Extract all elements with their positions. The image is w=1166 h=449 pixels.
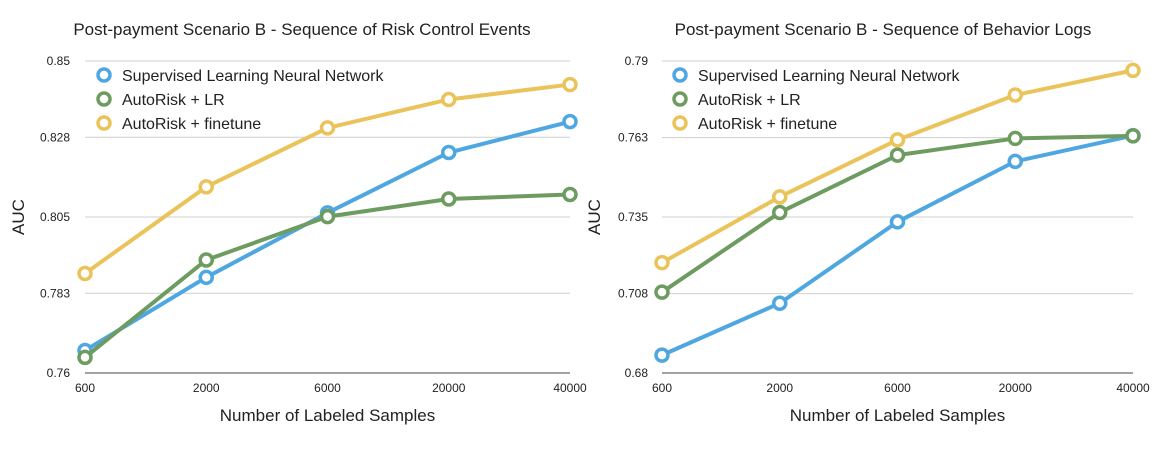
data-point-autorisk_lr xyxy=(562,186,578,203)
data-point-autorisk_finetune xyxy=(889,132,906,148)
y-tick-label: 0.783 xyxy=(40,286,70,300)
x-tick-label: 6000 xyxy=(314,381,341,395)
x-tick-label: 6000 xyxy=(884,381,911,395)
legend-marker-autorisk_lr xyxy=(96,91,112,107)
chart-panel-2: Post-payment Scenario B - Sequence of Be… xyxy=(585,20,1150,425)
y-axis-label: AUC xyxy=(585,199,604,235)
y-tick-label: 0.763 xyxy=(618,131,648,145)
y-axis-label: AUC xyxy=(9,199,28,235)
legend-entry-supervised: Supervised Learning Neural Network xyxy=(122,68,384,85)
y-tick-label: 0.708 xyxy=(618,287,648,301)
data-point-autorisk_lr xyxy=(319,208,336,225)
data-point-autorisk_lr xyxy=(654,284,670,300)
chart-title: Post-payment Scenario B - Sequence of Ri… xyxy=(73,20,530,39)
data-point-supervised xyxy=(562,113,578,130)
x-tick-label: 40000 xyxy=(553,381,587,395)
legend-marker-autorisk_lr xyxy=(672,91,688,107)
y-tick-label: 0.76 xyxy=(47,366,71,380)
data-point-autorisk_lr xyxy=(198,252,214,268)
legend-marker-supervised xyxy=(672,67,688,83)
data-point-autorisk_finetune xyxy=(562,76,578,93)
legend-entry-autorisk_finetune: AutoRisk + finetune xyxy=(698,116,837,133)
series-line-autorisk_finetune xyxy=(83,82,572,276)
data-point-supervised xyxy=(889,214,906,230)
legend-entry-autorisk_lr: AutoRisk + LR xyxy=(698,92,801,109)
legend-marker-supervised xyxy=(96,67,112,83)
data-point-autorisk_finetune xyxy=(1125,62,1141,79)
data-point-autorisk_finetune xyxy=(319,120,336,136)
chart-title: Post-payment Scenario B - Sequence of Be… xyxy=(675,20,1092,39)
x-tick-label: 600 xyxy=(75,381,95,395)
data-point-supervised xyxy=(441,144,457,161)
data-point-autorisk_lr xyxy=(441,191,457,207)
x-tick-label: 600 xyxy=(652,381,672,395)
legend-marker-autorisk_finetune xyxy=(96,115,112,131)
y-tick-label: 0.735 xyxy=(618,210,648,224)
legend: Supervised Learning Neural Network AutoRi… xyxy=(96,67,384,133)
data-point-autorisk_finetune xyxy=(441,91,457,108)
x-tick-label: 20000 xyxy=(432,381,466,395)
chart-panel-1: Post-payment Scenario B - Sequence of Ri… xyxy=(9,20,587,425)
y-tick-label: 0.68 xyxy=(625,366,649,380)
data-point-autorisk_lr xyxy=(1125,128,1141,144)
y-tick-label: 0.805 xyxy=(40,210,70,224)
data-point-autorisk_lr xyxy=(772,204,788,221)
legend-entry-supervised: Supervised Learning Neural Network xyxy=(698,68,960,85)
data-point-autorisk_finetune xyxy=(654,254,670,271)
series-line-supervised xyxy=(83,119,572,353)
y-tick-label: 0.79 xyxy=(625,54,649,68)
x-tick-label: 2000 xyxy=(193,381,220,395)
x-tick-label: 40000 xyxy=(1116,381,1150,395)
data-point-autorisk_lr xyxy=(889,147,906,163)
data-point-supervised xyxy=(772,295,788,311)
x-tick-label: 20000 xyxy=(999,381,1033,395)
data-point-supervised xyxy=(654,347,670,363)
data-point-autorisk_finetune xyxy=(1007,87,1023,103)
legend-entry-autorisk_lr: AutoRisk + LR xyxy=(122,92,225,109)
x-axis-label: Number of Labeled Samples xyxy=(220,406,435,425)
data-point-autorisk_finetune xyxy=(772,189,788,205)
data-point-autorisk_lr xyxy=(77,349,93,366)
legend-marker-autorisk_finetune xyxy=(672,115,688,131)
x-tick-label: 2000 xyxy=(766,381,793,395)
data-point-supervised xyxy=(1007,153,1023,170)
legend-entry-autorisk_finetune: AutoRisk + finetune xyxy=(122,116,261,133)
data-point-autorisk_lr xyxy=(1007,130,1023,147)
data-point-autorisk_finetune xyxy=(77,265,93,282)
data-point-autorisk_finetune xyxy=(198,179,214,195)
legend: Supervised Learning Neural Network AutoRi… xyxy=(672,67,960,133)
data-point-supervised xyxy=(198,269,214,286)
y-tick-label: 0.85 xyxy=(47,54,71,68)
x-axis-label: Number of Labeled Samples xyxy=(790,406,1005,425)
y-tick-label: 0.828 xyxy=(40,130,70,144)
